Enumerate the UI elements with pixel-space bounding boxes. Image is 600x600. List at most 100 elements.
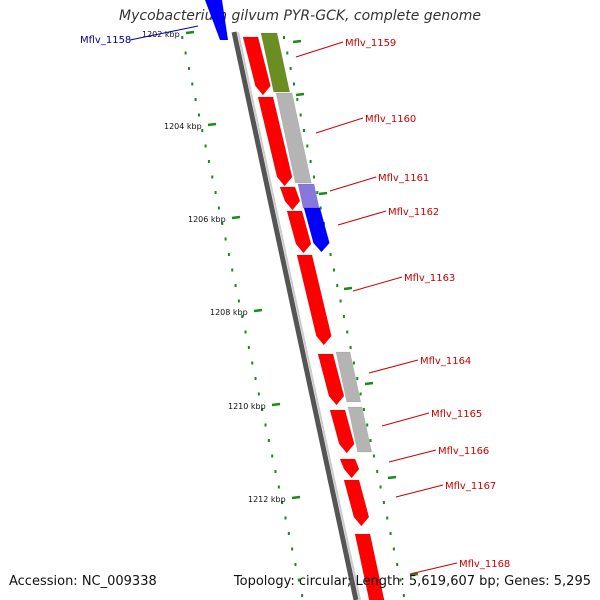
ring-dot — [234, 284, 237, 287]
ring-dot — [292, 82, 295, 86]
ring-dot — [332, 268, 335, 272]
kbp-tick-mark — [271, 402, 281, 407]
gene-arrow — [257, 96, 293, 187]
ring-dot — [264, 423, 267, 427]
kbp-tick-mark — [387, 475, 397, 480]
kbp-tick-label: 1204 kbp — [164, 122, 202, 131]
label-leader-line — [315, 117, 364, 134]
gene-feature-grey — [347, 406, 372, 453]
ring-dot — [392, 547, 395, 551]
gene-label[interactable]: Mflv_1166 — [438, 446, 489, 457]
ring-dot — [237, 299, 240, 303]
kbp-tick-label: 1202 kbp — [142, 30, 180, 39]
genome-stats-text: Topology: circular; Length: 5,619,607 bp… — [233, 574, 591, 589]
ring-dot — [289, 67, 292, 70]
gene-label[interactable]: Mflv_1161 — [378, 173, 429, 184]
gene-arrow — [279, 186, 301, 211]
gene-arrow — [296, 254, 332, 346]
label-leader-line — [368, 359, 419, 374]
ring-dot — [316, 191, 319, 194]
ring-dot — [399, 578, 402, 582]
gene-label[interactable]: Mflv_1162 — [388, 207, 439, 218]
ring-dot — [362, 408, 365, 411]
ring-dot — [224, 237, 227, 241]
gene-arrow — [354, 533, 385, 600]
label-leader-line — [381, 412, 430, 427]
kbp-tick-mark — [295, 92, 305, 97]
ring-dot — [204, 144, 207, 148]
ring-dot — [376, 470, 379, 473]
ring-dot — [281, 501, 284, 504]
kbp-tick-mark — [207, 122, 217, 127]
ring-dot — [181, 36, 184, 39]
gene-label[interactable]: Mflv_1158 — [80, 35, 131, 46]
label-leader-line — [409, 562, 458, 575]
ring-dot — [184, 51, 187, 55]
ring-dot — [396, 563, 399, 566]
gene-label[interactable]: Mflv_1165 — [431, 409, 482, 420]
ring-dot — [211, 175, 214, 179]
ring-dot — [187, 67, 190, 70]
gene-arrow — [329, 409, 355, 454]
ring-dot — [244, 330, 247, 334]
ring-dot — [309, 160, 312, 163]
ring-dot — [294, 563, 297, 566]
ring-dot — [329, 253, 332, 256]
ring-dot — [291, 547, 294, 551]
gene-feature-blue — [303, 207, 330, 253]
kbp-tick-mark — [409, 572, 419, 577]
gene-label[interactable]: Mflv_1160 — [365, 114, 416, 125]
gene-label[interactable]: Mflv_1168 — [459, 559, 510, 570]
ring-dot — [283, 36, 285, 39]
kbp-tick-mark — [364, 381, 374, 386]
ring-dot — [319, 206, 322, 210]
ring-dot — [194, 98, 197, 101]
ring-dot — [207, 160, 210, 163]
gene-label[interactable]: Mflv_1164 — [420, 356, 471, 367]
ring-dot — [231, 268, 234, 272]
label-leader-line — [129, 25, 199, 41]
gene-arrow — [242, 36, 271, 96]
ring-dot — [247, 346, 250, 349]
ring-dot — [261, 408, 264, 411]
ring-dot — [217, 206, 220, 210]
gene-feature-grey — [335, 351, 362, 403]
ring-dot — [254, 377, 257, 380]
ring-dot — [369, 439, 372, 442]
ring-dot — [306, 144, 309, 148]
ring-dot — [302, 129, 305, 132]
gene-feature-purple — [297, 183, 320, 209]
ring-dot — [297, 578, 300, 582]
label-leader-line — [388, 449, 437, 463]
gene-feature-blue — [205, 0, 228, 40]
kbp-tick-mark — [253, 308, 263, 313]
gene-label[interactable]: Mflv_1159 — [345, 38, 396, 49]
ring-dot — [342, 315, 345, 318]
ring-dot — [286, 51, 289, 55]
kbp-tick-label: 1206 kbp — [188, 215, 226, 224]
ring-dot — [366, 423, 369, 427]
gene-arrow — [343, 479, 370, 527]
label-leader-line — [395, 484, 444, 498]
ring-dot — [389, 532, 392, 535]
label-leader-line — [329, 176, 377, 192]
accession-text: Accession: NC_009338 — [9, 574, 157, 589]
gene-arrow — [286, 210, 312, 254]
kbp-tick-mark — [231, 215, 241, 220]
gene-label[interactable]: Mflv_1167 — [445, 481, 496, 492]
kbp-tick-mark — [292, 39, 302, 44]
gene-feature-grey — [275, 92, 312, 184]
ring-dot — [382, 501, 385, 504]
ring-dot — [312, 175, 315, 179]
ring-dot — [214, 191, 217, 194]
ring-dot — [299, 113, 302, 117]
ring-dot — [296, 98, 299, 101]
kbp-tick-mark — [291, 495, 301, 500]
ring-dot — [201, 129, 204, 132]
ring-dot — [251, 361, 254, 365]
backbone — [231, 31, 361, 600]
gene-label[interactable]: Mflv_1163 — [404, 273, 455, 284]
gene-features — [205, 0, 385, 600]
kbp-tick-mark — [185, 30, 195, 35]
